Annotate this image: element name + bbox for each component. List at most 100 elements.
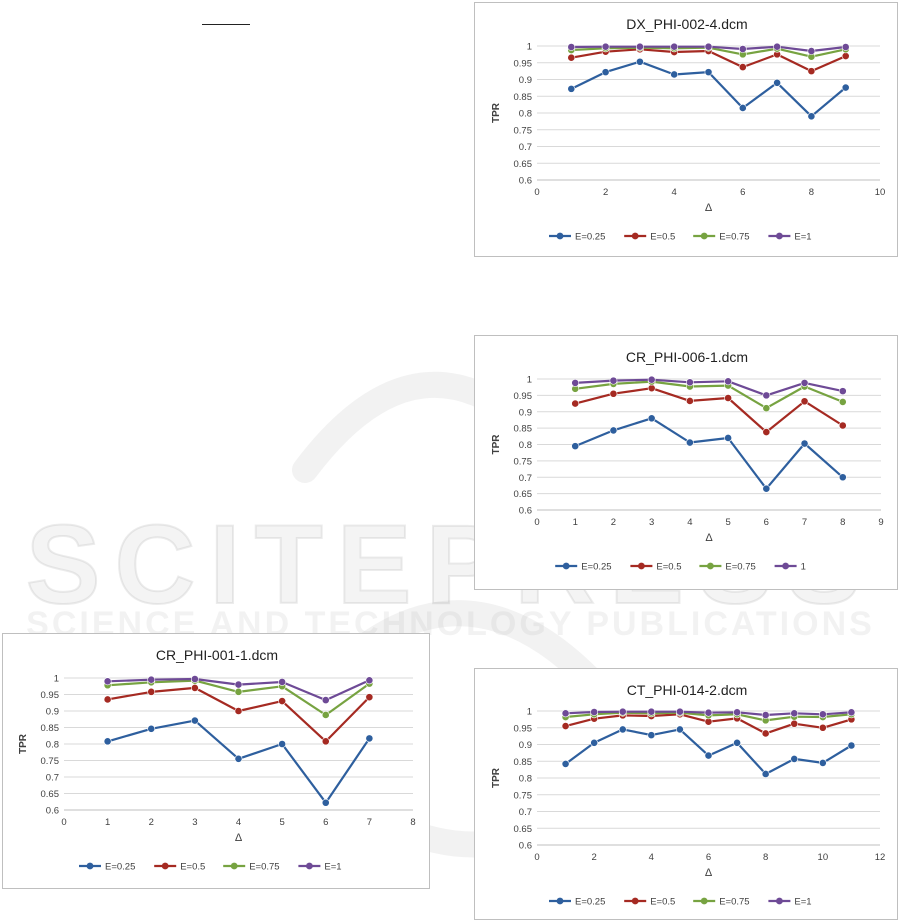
legend-label: E=0.25 <box>105 862 135 873</box>
x-tick-label: 0 <box>534 852 539 863</box>
data-point <box>190 675 199 683</box>
legend-marker <box>556 897 564 905</box>
series-line <box>575 378 844 397</box>
data-point <box>670 42 679 51</box>
data-point <box>733 738 741 747</box>
y-tick-label: 0.85 <box>41 723 60 734</box>
data-point <box>838 421 847 430</box>
chart-panel-ct-phi-014-2: CT_PHI-014-2.dcm 0.6 0.65 0.7 0.75 0.8 0.85 0.9… <box>474 668 898 920</box>
y-tick-label: 0.7 <box>519 807 532 818</box>
data-point <box>647 707 656 716</box>
x-tick-label: 3 <box>649 517 654 528</box>
data-point <box>103 695 112 704</box>
data-point <box>762 428 771 436</box>
x-tick-label: 8 <box>840 517 845 528</box>
data-point <box>647 731 656 740</box>
data-point <box>773 78 781 87</box>
data-point <box>234 680 243 689</box>
data-point <box>704 708 713 717</box>
x-axis-label: Δ <box>235 832 243 844</box>
x-tick-label: 7 <box>367 817 372 828</box>
data-point <box>618 707 627 716</box>
data-point <box>609 389 618 398</box>
x-tick-label: 1 <box>573 517 578 528</box>
y-tick-label: 0.7 <box>519 473 532 484</box>
legend-marker <box>161 862 169 870</box>
legend-label: E=0.75 <box>719 897 749 908</box>
data-point <box>685 378 694 387</box>
x-tick-label: 2 <box>611 517 616 528</box>
data-point <box>147 724 156 733</box>
data-point <box>278 740 287 748</box>
data-point <box>567 84 576 93</box>
data-point <box>103 737 112 746</box>
data-point <box>733 708 741 717</box>
data-point <box>561 760 570 768</box>
x-tick-label: 4 <box>649 852 654 863</box>
data-point <box>818 723 827 732</box>
y-tick-label: 0.9 <box>46 707 59 718</box>
y-tick-label: 0.65 <box>514 824 533 835</box>
data-point <box>676 725 684 734</box>
x-tick-label: 8 <box>410 817 415 828</box>
legend-marker <box>782 562 789 570</box>
x-tick-label: 0 <box>534 187 539 198</box>
decorative-rule <box>202 24 250 25</box>
y-tick-label: 0.85 <box>514 424 533 435</box>
legend-label: E=0.5 <box>650 232 675 243</box>
chart-panel-cr-phi-006-1: CR_PHI-006-1.dcm 0.6 0.65 0.7 0.75 0.8 0.85 0.9… <box>474 335 898 590</box>
legend-marker <box>707 562 714 570</box>
legend-marker <box>631 897 639 905</box>
y-tick-label: 0.75 <box>41 756 60 767</box>
x-tick-label: 10 <box>818 852 829 863</box>
y-axis-label: TPR <box>491 102 502 123</box>
data-point <box>838 473 847 482</box>
data-point <box>561 722 570 730</box>
y-axis-label: TPR <box>18 733 29 754</box>
data-point <box>762 404 771 413</box>
x-tick-label: 0 <box>61 817 66 828</box>
data-point <box>818 710 827 719</box>
x-tick-label: 4 <box>672 187 677 198</box>
legend-label: E=0.75 <box>719 232 749 243</box>
data-point <box>147 687 156 696</box>
data-point <box>561 709 570 718</box>
y-tick-label: 0.65 <box>41 789 60 800</box>
series-line <box>574 417 844 490</box>
legend-marker <box>638 562 645 570</box>
legend-marker <box>700 232 708 240</box>
chart-title: CR_PHI-001-1.dcm <box>156 647 278 663</box>
line-chart-ct-phi-014-2: CT_PHI-014-2.dcm 0.6 0.65 0.7 0.75 0.8 0.85 0.9… <box>491 682 886 908</box>
legend-marker <box>230 862 238 870</box>
data-point <box>800 397 809 406</box>
x-tick-label: 5 <box>725 517 730 528</box>
legend-label: E=1 <box>794 897 811 908</box>
legend-label: E=0.75 <box>249 862 279 873</box>
data-point <box>365 676 374 685</box>
data-point <box>790 709 799 718</box>
data-point <box>724 434 733 442</box>
legend-label: E=0.25 <box>575 232 605 243</box>
data-point <box>807 67 816 76</box>
legend-marker <box>700 897 708 905</box>
data-point <box>790 719 799 728</box>
data-point <box>567 43 576 51</box>
chart-title: DX_PHI-002-4.dcm <box>626 16 747 32</box>
x-tick-label: 6 <box>706 852 711 863</box>
data-point <box>761 770 770 778</box>
x-tick-label: 12 <box>875 852 886 863</box>
data-point <box>847 741 856 750</box>
legend-label: E=0.5 <box>180 862 205 873</box>
data-point <box>234 754 243 763</box>
data-point <box>647 384 656 393</box>
y-tick-label: 0.75 <box>514 456 533 467</box>
data-point <box>738 63 747 72</box>
data-point <box>234 707 243 715</box>
data-point <box>738 104 747 112</box>
y-axis-label: TPR <box>491 434 502 455</box>
data-point <box>321 711 330 719</box>
y-tick-label: 0.8 <box>519 774 532 785</box>
data-point <box>590 708 599 716</box>
y-tick-label: 0.65 <box>514 489 533 500</box>
y-tick-label: 0.75 <box>514 125 533 136</box>
